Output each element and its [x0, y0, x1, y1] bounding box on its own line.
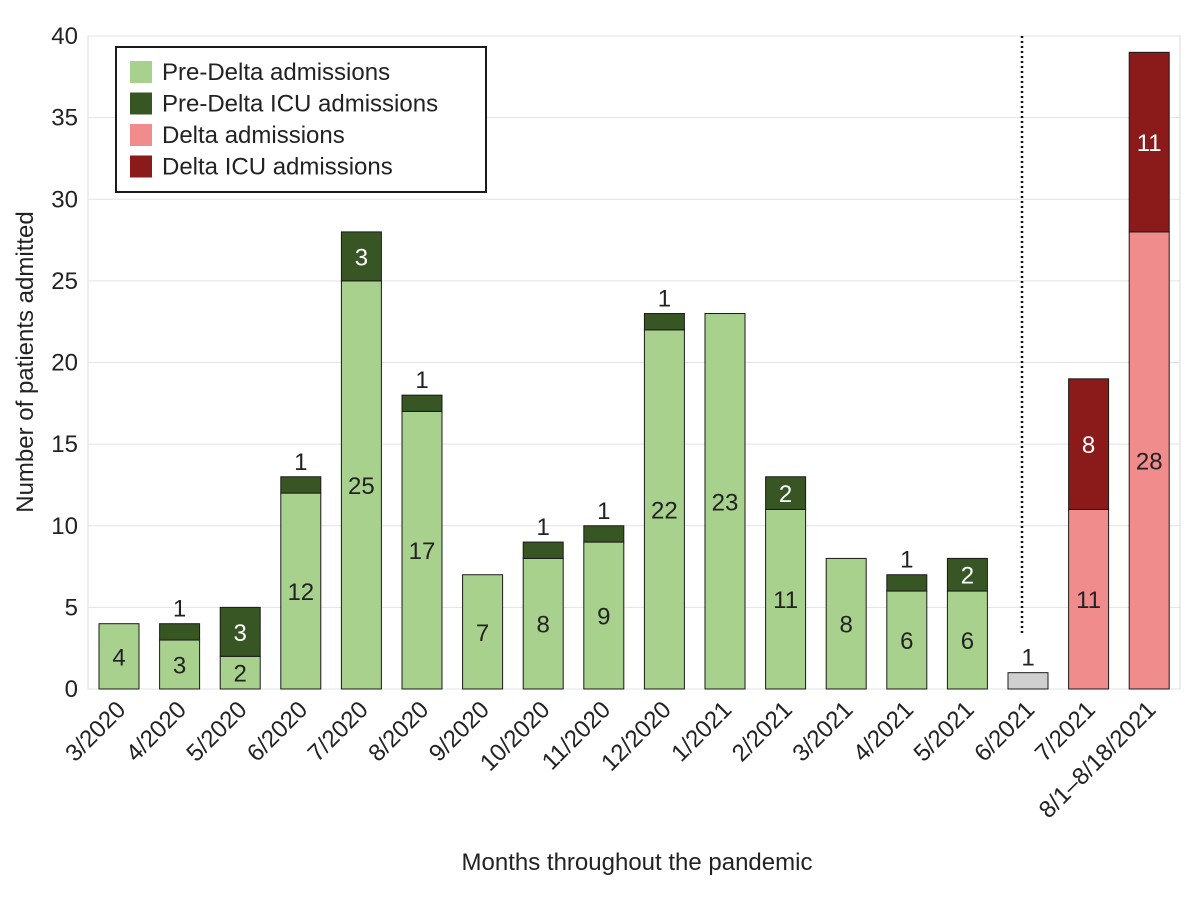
data-label: 28 [1136, 448, 1163, 475]
bar-segment [643, 313, 685, 331]
x-tick-label: 6/2020 [242, 696, 313, 767]
data-label: 11 [773, 587, 798, 614]
bar-segment [280, 476, 322, 494]
legend: Pre-Delta admissions Pre-Delta ICU admiss… [115, 46, 487, 193]
y-axis-title: Number of patients admitted [12, 211, 39, 513]
x-tick-label: 3/2020 [60, 696, 131, 767]
data-label: 8 [537, 612, 550, 639]
bar-segment [522, 541, 564, 559]
data-label: 7 [476, 620, 489, 647]
y-tick-label: 25 [51, 268, 78, 295]
bar-segment [159, 623, 201, 641]
data-label: 1 [900, 547, 913, 574]
bar-segment [946, 590, 988, 690]
data-label: 1 [537, 514, 550, 541]
legend-label: Delta admissions [162, 122, 345, 149]
bar-segment [340, 231, 382, 282]
bar-segment [1068, 378, 1110, 510]
data-label: 3 [234, 620, 247, 647]
x-tick-label: 4/2020 [121, 696, 192, 767]
data-label: 1 [597, 498, 610, 525]
data-label: 23 [712, 489, 739, 516]
bar-segment [583, 525, 625, 543]
y-tick-label: 0 [65, 676, 78, 703]
legend-label: Pre-Delta ICU admissions [162, 91, 438, 118]
data-label: 2 [234, 661, 247, 688]
x-tick-label: 3/2021 [787, 696, 858, 767]
data-label: 22 [651, 497, 678, 524]
bar-segment [522, 557, 564, 690]
x-tick-label: 8/2020 [363, 696, 434, 767]
data-label: 3 [173, 653, 186, 680]
bar-segment [280, 492, 322, 690]
bar-segment [946, 557, 988, 592]
y-tick-label: 40 [51, 23, 78, 50]
bar-segment [1128, 51, 1170, 233]
x-axis-title: Months throughout the pandemic [462, 849, 813, 876]
y-tick-label: 10 [51, 513, 78, 540]
bar-segment [219, 606, 261, 657]
data-label: 1 [173, 596, 186, 623]
legend-swatch [130, 155, 152, 178]
legend-swatch [130, 61, 152, 83]
bar-segment [704, 313, 746, 690]
bar-segment [462, 574, 504, 690]
data-label: 8 [840, 612, 853, 639]
legend-swatch [130, 124, 152, 146]
bar-segment [1007, 672, 1049, 690]
bar-segment [765, 508, 807, 690]
data-label: 9 [597, 604, 610, 631]
bar-segment [643, 329, 685, 690]
x-tick-label: 7/2020 [303, 696, 374, 767]
x-tick-label: 5/2020 [181, 696, 252, 767]
data-label: 1 [658, 286, 671, 313]
bar-segment [583, 541, 625, 690]
bar-segment [219, 655, 261, 690]
y-tick-label: 20 [51, 350, 78, 377]
data-label: 17 [409, 538, 436, 565]
bar-segment [886, 574, 928, 592]
bar-segment [825, 557, 867, 690]
data-label: 1 [294, 449, 307, 476]
legend-swatch [130, 92, 152, 115]
y-tick-label: 30 [51, 186, 78, 213]
data-label: 2 [961, 563, 974, 590]
x-tick-label: 1/2021 [666, 696, 737, 767]
legend-box [115, 46, 487, 193]
data-label: 11 [1137, 130, 1162, 157]
x-tick-label: 5/2021 [909, 696, 980, 767]
data-label: 8 [1082, 432, 1095, 459]
y-tick-label: 35 [51, 105, 78, 132]
data-label: 4 [112, 644, 125, 671]
bar-segment [765, 476, 807, 510]
bar-segment [340, 280, 382, 690]
legend-label: Pre-Delta admissions [162, 59, 390, 86]
data-label: 6 [961, 628, 974, 655]
data-label: 3 [355, 244, 368, 271]
legend-label: Delta ICU admissions [162, 154, 393, 181]
bar-segment [1128, 231, 1170, 690]
x-tick-label: 6/2021 [969, 696, 1040, 767]
y-tick-label: 15 [51, 431, 78, 458]
data-label: 1 [415, 367, 428, 394]
x-tick-label: 4/2021 [848, 696, 919, 767]
data-label: 12 [287, 579, 314, 606]
data-label: 25 [348, 473, 375, 500]
data-label: 1 [1021, 645, 1034, 672]
data-label: 2 [779, 481, 792, 508]
bar-segment [401, 394, 443, 412]
x-tick-label: 2/2021 [727, 696, 798, 767]
data-label: 6 [900, 628, 913, 655]
data-label: 11 [1076, 587, 1101, 614]
y-tick-label: 5 [65, 594, 78, 621]
bar-segment [98, 623, 140, 690]
bar-segment [1068, 508, 1110, 690]
